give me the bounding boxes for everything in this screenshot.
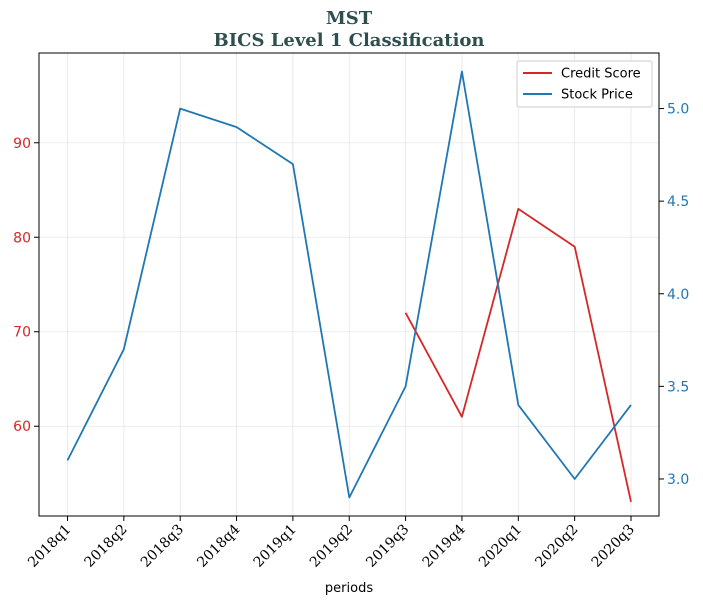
x-tick-label: 2019q2 xyxy=(307,522,356,571)
legend-label-stock-price: Stock Price xyxy=(561,88,633,103)
legend: Credit Score Stock Price xyxy=(516,60,653,108)
x-tick-label: 2018q2 xyxy=(82,522,131,571)
y-left-tick-label: 60 xyxy=(13,419,31,435)
x-tick-label: 2019q4 xyxy=(420,521,469,570)
y-left-tick-label: 70 xyxy=(13,325,31,341)
series-line-stock-price xyxy=(66,70,632,499)
series-line-credit-score xyxy=(404,207,632,502)
y-right-tick-label: 4.5 xyxy=(667,194,689,210)
x-tick-label: 2018q3 xyxy=(138,522,187,571)
x-tick-label: 2020q1 xyxy=(476,522,525,571)
x-tick-label: 2020q2 xyxy=(532,522,581,571)
x-tick-label: 2020q3 xyxy=(589,522,638,571)
x-axis-label: periods xyxy=(325,581,373,596)
y-right-tick-label: 4.0 xyxy=(667,287,689,303)
chart-subtitle: BICS Level 1 Classification xyxy=(213,30,484,51)
y-right-tick-label: 5.0 xyxy=(667,102,689,118)
x-tick-label: 2019q3 xyxy=(363,522,412,571)
y-left-tick-label: 80 xyxy=(13,230,31,246)
axes: 2018q1 2018q2 2018q3 2018q4 2019q1 2019q2 2019… xyxy=(13,102,689,571)
y-right-tick-label: 3.0 xyxy=(667,472,689,488)
x-tick-label: 2018q1 xyxy=(25,522,74,571)
y-right-tick-label: 3.5 xyxy=(667,379,689,395)
legend-label-credit-score: Credit Score xyxy=(561,67,641,82)
chart-title: MST xyxy=(326,8,373,29)
x-tick-label: 2018q4 xyxy=(194,521,243,570)
grid xyxy=(39,53,659,516)
x-tick-label: 2019q1 xyxy=(251,522,300,571)
series-layer xyxy=(66,70,632,502)
y-left-tick-label: 90 xyxy=(13,136,31,152)
